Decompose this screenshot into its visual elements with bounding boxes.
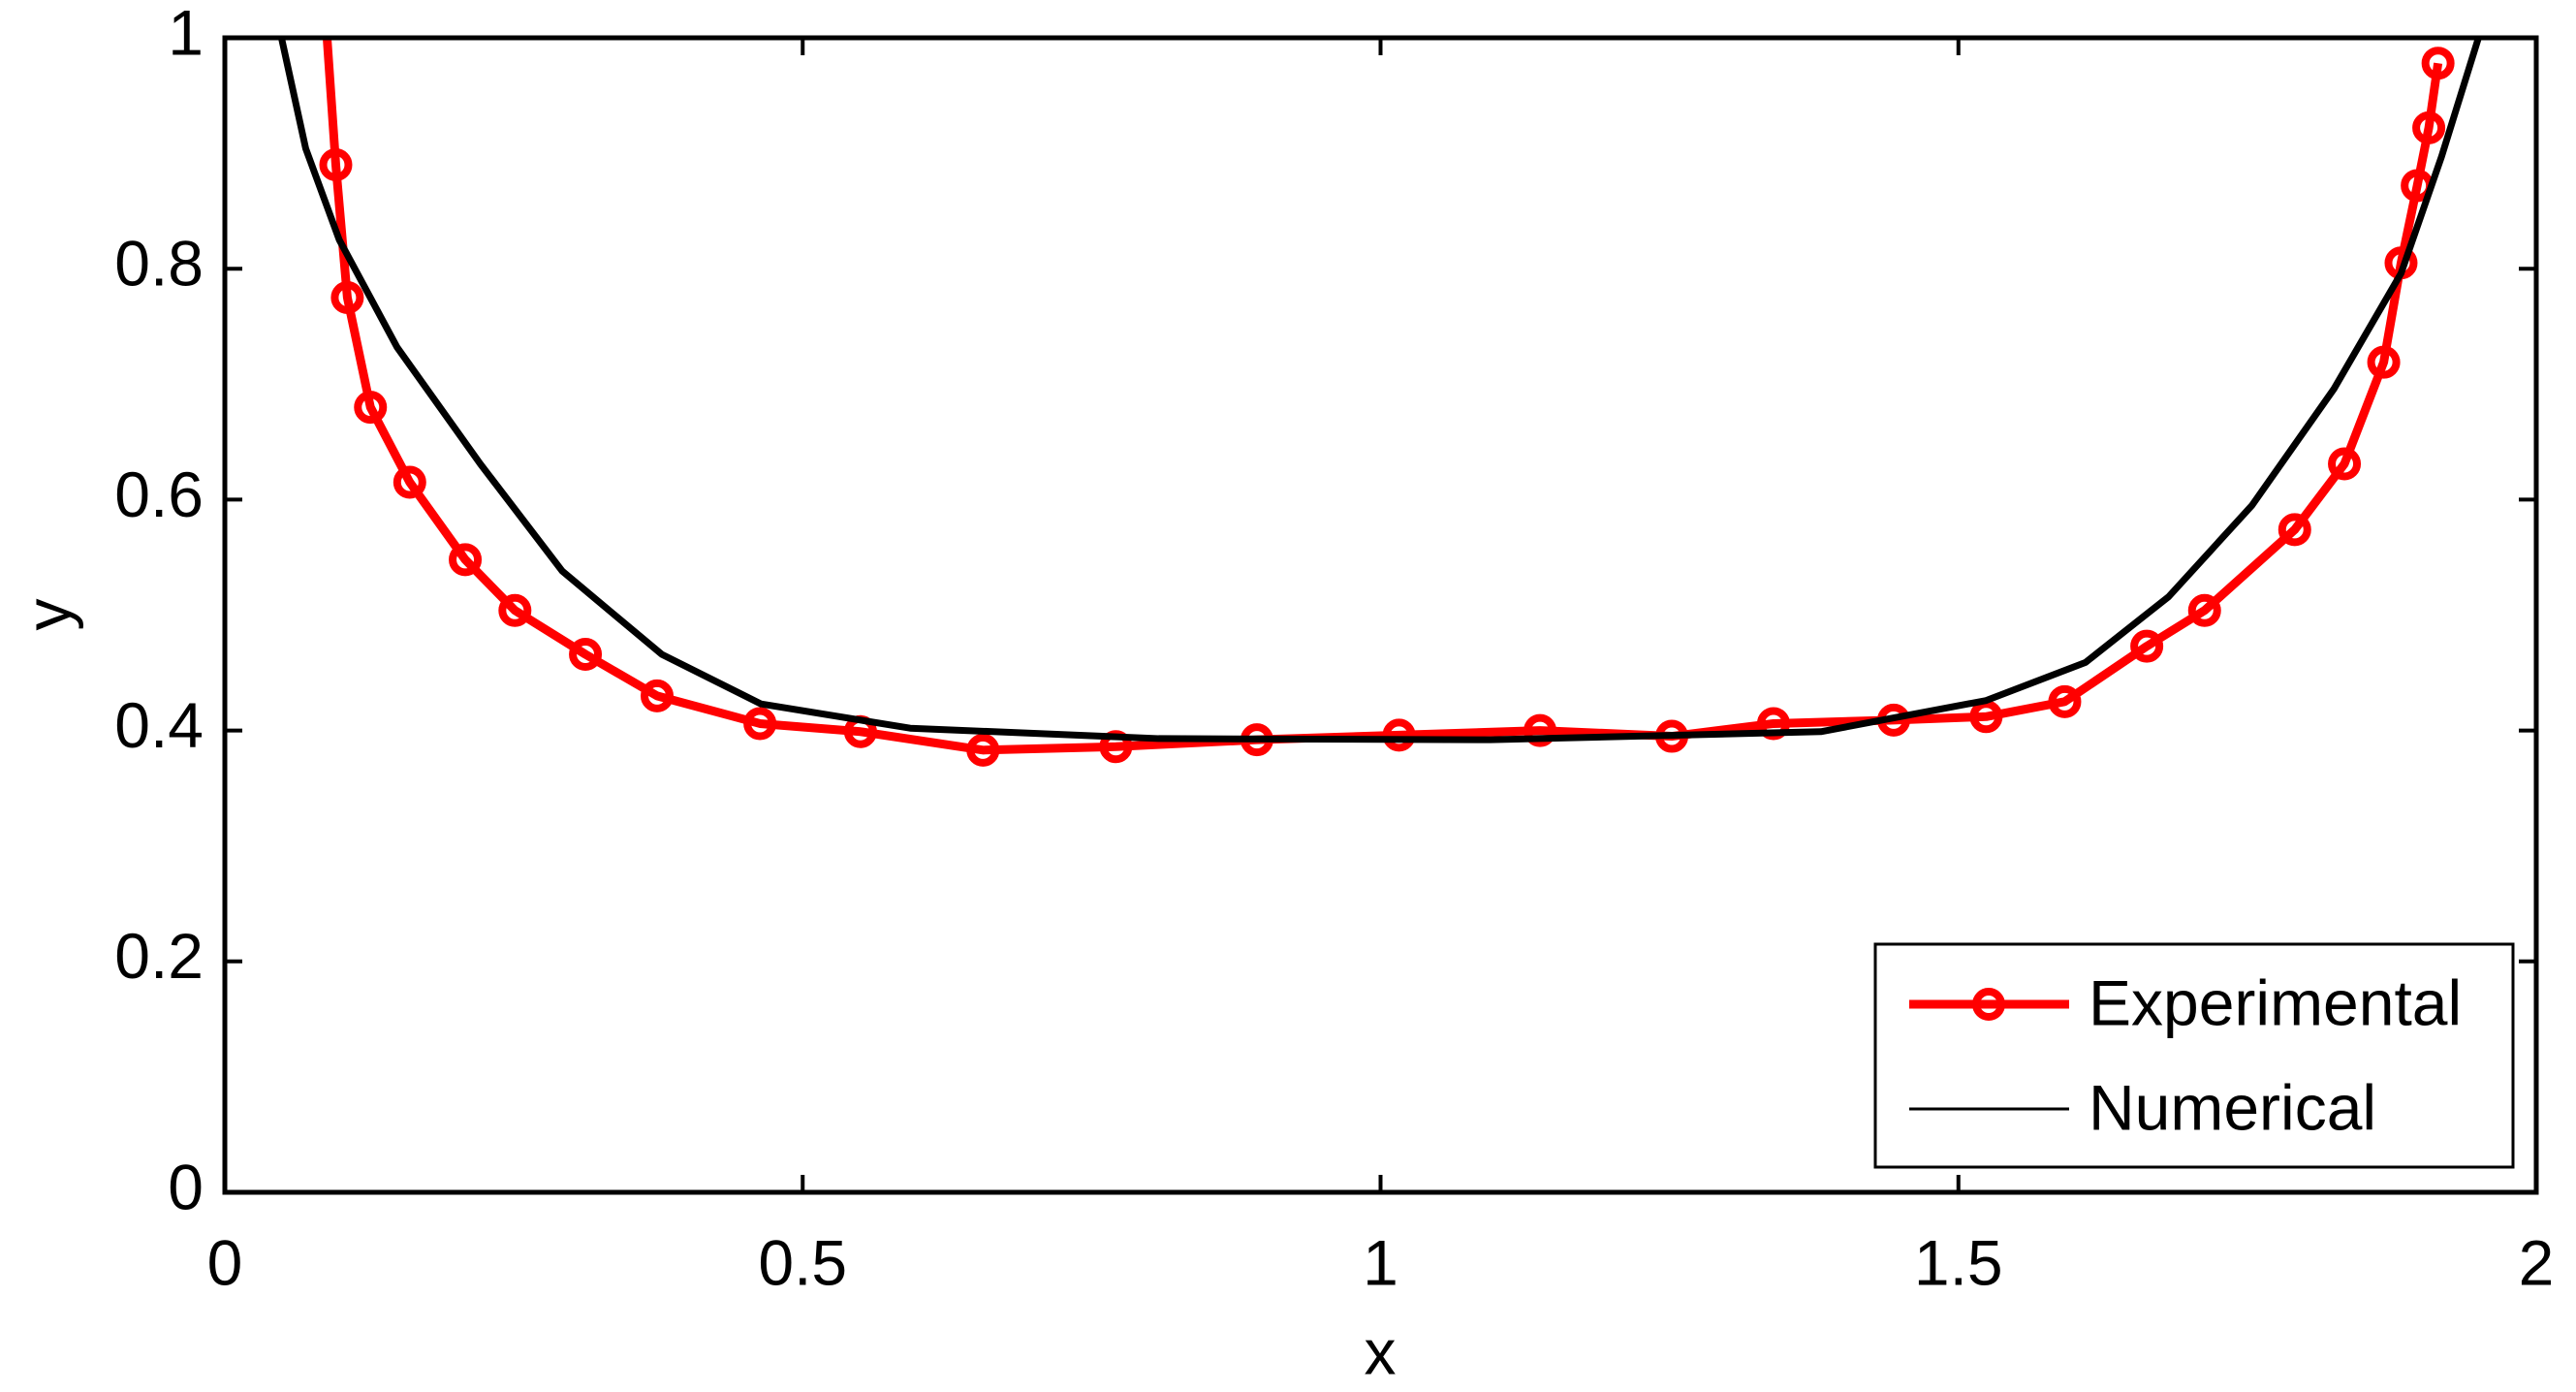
marker: [1969, 700, 2003, 734]
y-tick-label: 0.8: [114, 228, 204, 300]
marker: [2278, 513, 2311, 547]
marker: [966, 733, 1000, 767]
marker: [498, 593, 532, 627]
marker: [449, 543, 483, 577]
legend-box: [1873, 942, 2515, 1169]
y-tick-label: 0: [168, 1151, 204, 1222]
x-tick-label: 2: [2519, 1226, 2555, 1298]
marker: [1382, 718, 1416, 752]
y-tick-label: 0.2: [114, 920, 204, 992]
x-tick-label: 1: [1363, 1226, 1398, 1298]
y-tick-label: 1: [168, 0, 204, 68]
x-tick-label: 0: [207, 1226, 243, 1298]
marker: [1524, 713, 1557, 747]
marker: [743, 707, 777, 741]
marker: [2412, 111, 2446, 144]
marker: [2328, 447, 2362, 481]
marker: [2367, 345, 2401, 379]
legend-label: Numerical: [2089, 1071, 2376, 1143]
marker: [640, 679, 674, 712]
line: [278, 38, 2482, 743]
marker: [330, 280, 364, 314]
marker: [393, 465, 426, 499]
y-tick-label: 0.4: [114, 689, 204, 761]
x-tick-label: 1.5: [1914, 1226, 2003, 1298]
x-tick-label: 0.5: [758, 1226, 847, 1298]
marker: [2187, 593, 2221, 627]
marker: [354, 391, 388, 425]
marker: [319, 148, 353, 182]
legend-label: Experimental: [2089, 966, 2462, 1038]
plot-frame: [222, 35, 2539, 1195]
x-axis-label: x: [1365, 1315, 1397, 1387]
marker: [2048, 684, 2082, 718]
y-axis-label: y: [12, 599, 83, 631]
y-tick-label: 0.6: [114, 459, 204, 530]
marker: [2130, 629, 2164, 663]
legend-marker: [1972, 988, 2005, 1021]
plot-area: [278, 38, 2482, 767]
marker: [2421, 47, 2455, 80]
marker: [569, 637, 603, 671]
